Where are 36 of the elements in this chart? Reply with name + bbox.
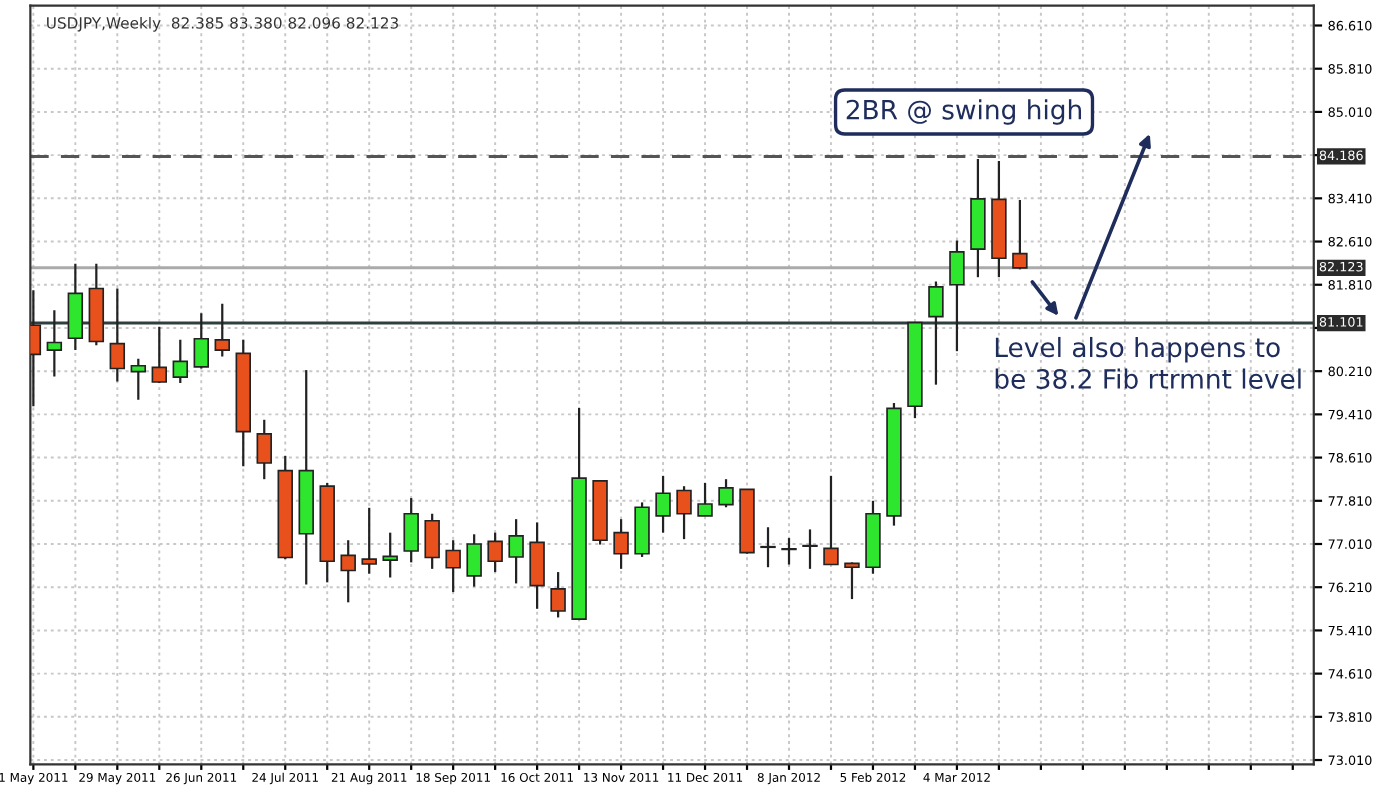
candlestick bbox=[550, 570, 566, 619]
candlestick bbox=[466, 533, 482, 588]
candlestick bbox=[613, 518, 629, 570]
candlestick bbox=[109, 287, 126, 383]
candlestick bbox=[718, 478, 734, 509]
candlestick bbox=[445, 539, 461, 594]
candlestick bbox=[487, 531, 503, 574]
candlestick bbox=[67, 262, 84, 352]
candlestick bbox=[529, 521, 545, 610]
candlestick bbox=[1012, 198, 1028, 271]
candlestick bbox=[193, 312, 210, 370]
candlestick bbox=[634, 501, 650, 559]
candlestick bbox=[844, 561, 860, 601]
candlestick bbox=[214, 302, 231, 358]
candlestick bbox=[802, 528, 818, 570]
candlestick bbox=[403, 496, 419, 564]
candlestick bbox=[151, 325, 168, 385]
candlestick bbox=[655, 474, 671, 534]
candlestick bbox=[781, 536, 797, 566]
candlestick bbox=[382, 531, 398, 579]
candlestick bbox=[424, 512, 440, 570]
candlestick bbox=[256, 418, 272, 481]
candlestick bbox=[949, 239, 965, 353]
candlestick bbox=[928, 280, 944, 386]
candlestick bbox=[697, 481, 713, 518]
candlestick bbox=[172, 338, 189, 385]
annotation: 2BR @ swing high bbox=[846, 99, 1082, 125]
candlestick bbox=[823, 474, 839, 566]
candlestick bbox=[760, 526, 776, 569]
candlestick bbox=[340, 539, 356, 604]
candlestick bbox=[676, 485, 692, 541]
candlestick bbox=[361, 506, 377, 575]
candlestick bbox=[46, 309, 63, 378]
candlestick bbox=[508, 518, 524, 585]
candlestick bbox=[130, 357, 147, 401]
annotation: Level also happens to be 38.2 Fib rtrmnt level bbox=[995, 336, 1301, 389]
